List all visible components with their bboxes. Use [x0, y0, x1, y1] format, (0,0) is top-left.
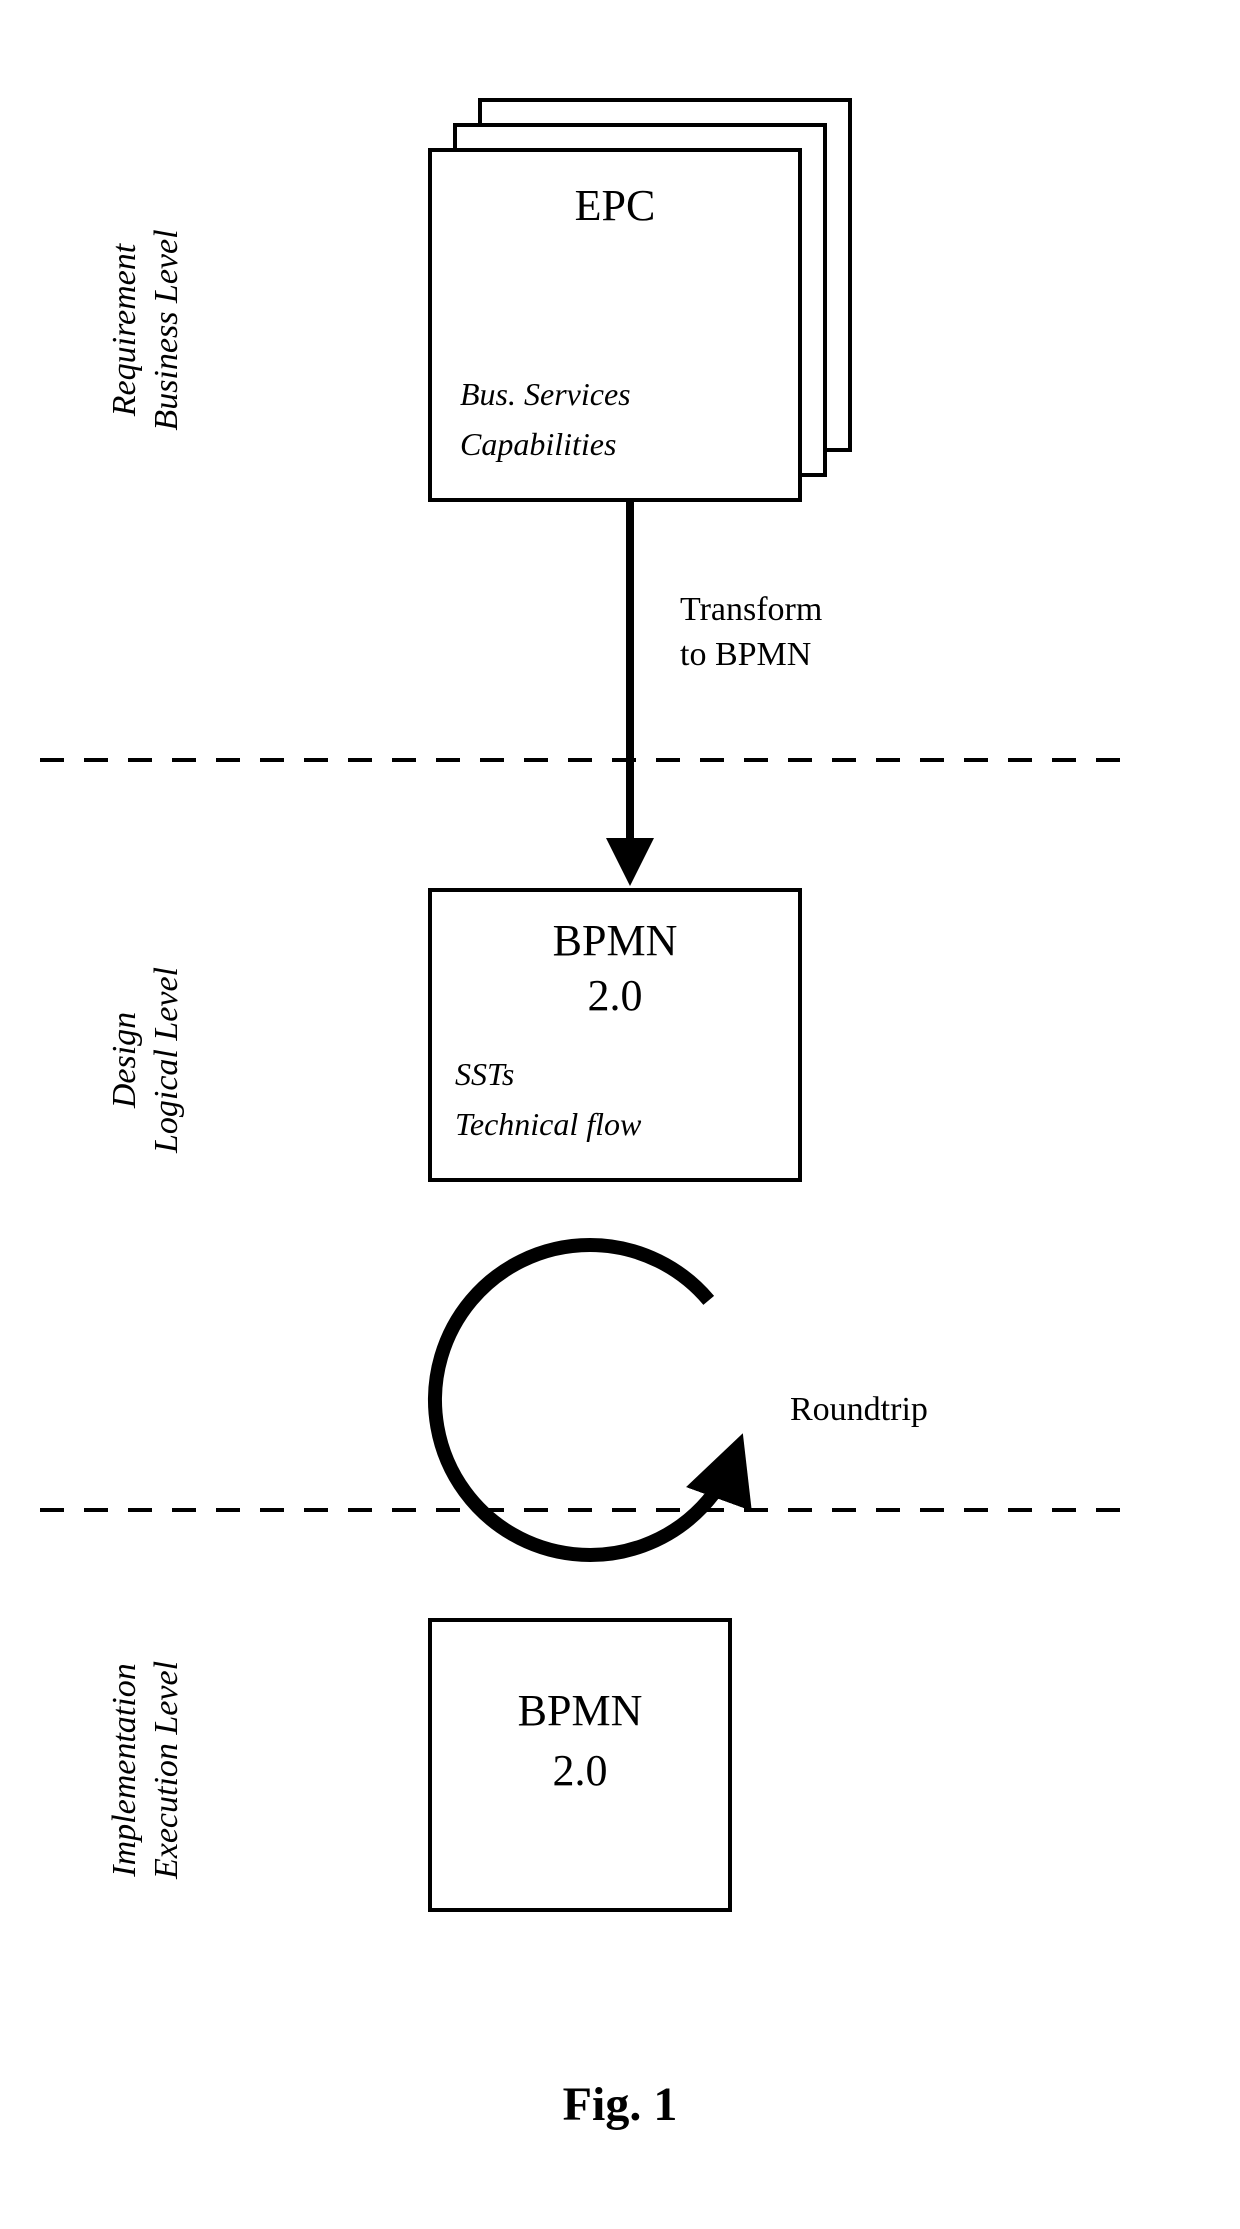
bpmn-impl-title: BPMN	[518, 1686, 643, 1735]
section-label-implementation: Implementation Execution Level	[106, 1661, 185, 1880]
section-label-line: Execution Level	[148, 1661, 185, 1880]
bpmn-design-box: BPMN 2.0 SSTs Technical flow	[430, 890, 800, 1180]
bpmn-design-subtitle: Technical flow	[455, 1106, 642, 1142]
bpmn-design-subtitle: SSTs	[455, 1056, 514, 1092]
bpmn-design-title: 2.0	[588, 971, 643, 1020]
section-label-line: Logical Level	[148, 967, 185, 1154]
bpmn-impl-box: BPMN 2.0	[430, 1620, 730, 1910]
section-label-line: Design	[106, 1012, 143, 1109]
epc-subtitle: Capabilities	[460, 426, 616, 462]
section-label-line: Implementation	[106, 1663, 143, 1877]
bpmn-design-title: BPMN	[553, 916, 678, 965]
section-label-requirement: Requirement Business Level	[106, 229, 185, 430]
figure-caption: Fig. 1	[563, 2078, 678, 2131]
diagram-canvas: Requirement Business Level Design Logica…	[0, 0, 1240, 2229]
epc-title: EPC	[575, 181, 656, 230]
transform-label: Transform	[680, 591, 822, 628]
bpmn-impl-title: 2.0	[553, 1746, 608, 1795]
section-label-line: Requirement	[106, 242, 143, 417]
roundtrip-label: Roundtrip	[790, 1391, 928, 1428]
section-label-line: Business Level	[148, 229, 185, 430]
transform-label: to BPMN	[680, 636, 811, 673]
epc-subtitle: Bus. Services	[460, 376, 631, 412]
epc-box-stack: EPC Bus. Services Capabilities	[430, 100, 850, 500]
section-label-design: Design Logical Level	[106, 967, 185, 1154]
